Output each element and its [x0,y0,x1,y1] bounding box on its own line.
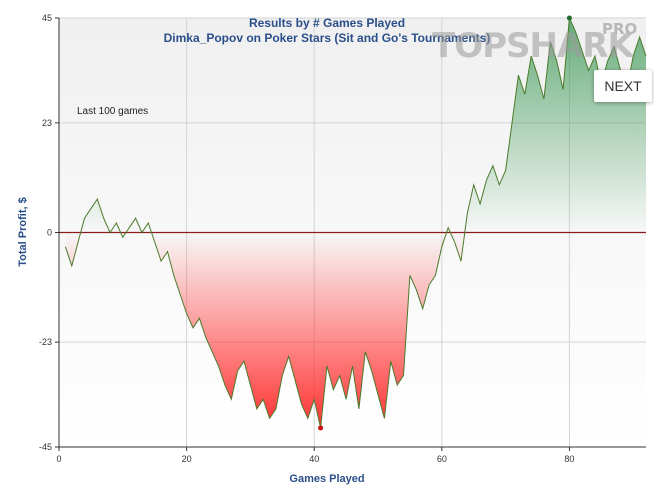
loss-area [65,232,646,428]
chart-title: Results by # Games Played [248,16,406,30]
y-tick-label: -23 [39,337,52,347]
profit-line [64,16,647,429]
x-tick-label: 0 [56,454,61,464]
y-tick-label: 0 [47,228,52,238]
axes: 0 20 40 60 80 45 23 0 -23 -45 [39,13,646,464]
logo-pro-badge: PRO [602,20,638,38]
x-axis-label: Games Played [289,473,365,485]
next-button[interactable]: NEXT [594,70,652,102]
x-tick-label: 40 [309,454,319,464]
y-axis-label: Total Profit, $ [17,197,29,267]
y-tick-label: 45 [42,13,52,23]
chart-subtitle: Dimka_Popov on Poker Stars (Sit and Go's… [163,31,491,45]
x-tick-label: 20 [182,454,192,464]
topshark-logo: TOPSHARK PRO [432,20,637,66]
last-games-note: Last 100 games [77,106,149,117]
min-point-marker [318,425,324,431]
series-group [59,15,647,431]
y-tick-label: 23 [42,118,52,128]
x-tick-label: 80 [564,454,574,464]
x-tick-label: 60 [437,454,447,464]
max-point-marker [566,15,572,21]
profit-area [80,18,646,232]
logo-text: TOPSHARK [432,26,634,66]
y-tick-label: -45 [39,442,52,452]
